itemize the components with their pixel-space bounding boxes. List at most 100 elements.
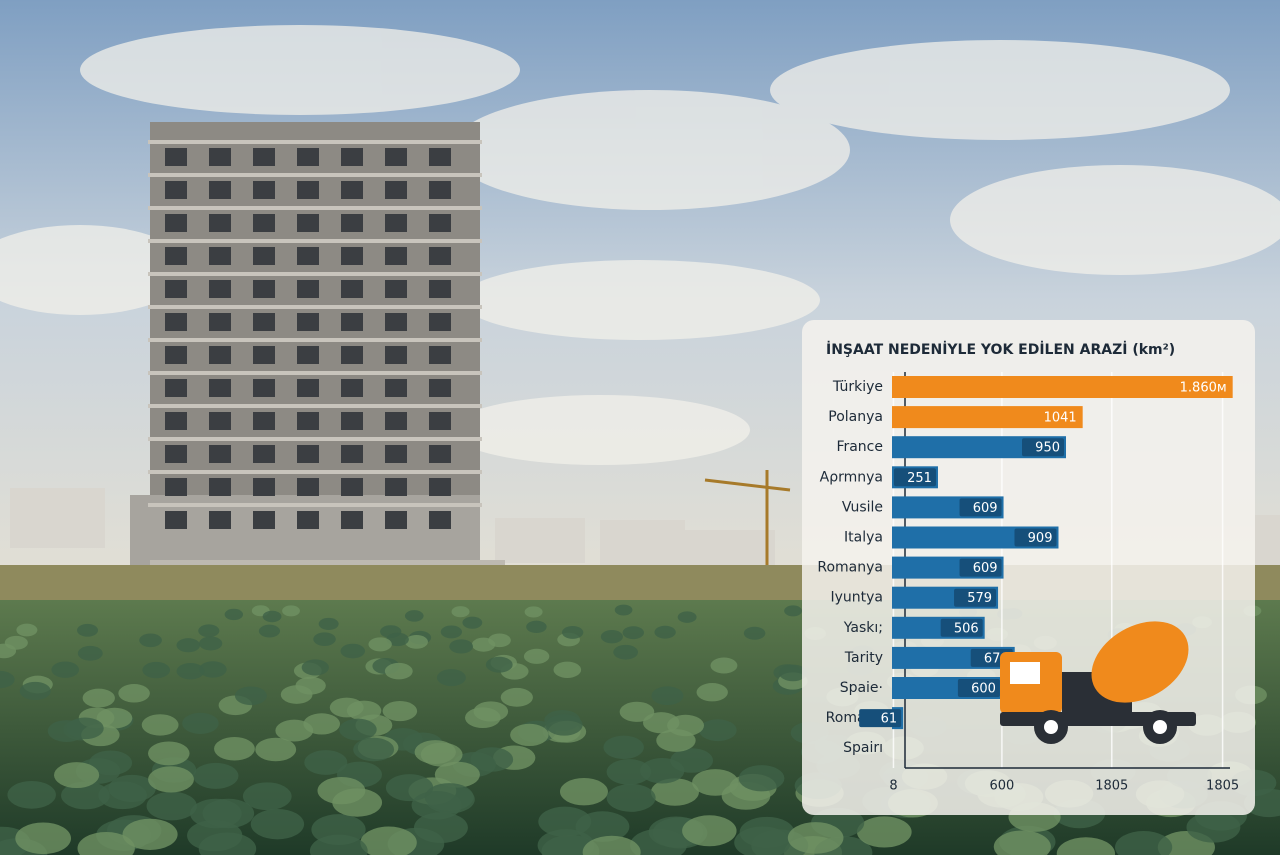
- y-tick-label: Spairı: [843, 740, 883, 756]
- window: [165, 148, 187, 166]
- floor-slab: [148, 470, 482, 474]
- leaf: [545, 714, 583, 736]
- window: [429, 214, 451, 232]
- leaf: [304, 750, 348, 775]
- window: [429, 313, 451, 331]
- leaf: [698, 719, 737, 742]
- leaf: [214, 737, 255, 761]
- leaf: [318, 617, 339, 630]
- leaf: [122, 818, 178, 850]
- window: [209, 181, 231, 199]
- leaf: [77, 645, 103, 661]
- window: [165, 346, 187, 364]
- leaf: [473, 701, 509, 722]
- chart-title: İNŞAAT NEDENİYLE YOK EDİLEN ARAZİ (km²): [826, 341, 1175, 358]
- leaf: [98, 781, 147, 810]
- window: [209, 478, 231, 496]
- leaf: [182, 712, 219, 734]
- crane: [704, 470, 791, 565]
- window: [429, 478, 451, 496]
- window: [297, 478, 319, 496]
- window: [429, 346, 451, 364]
- window: [297, 280, 319, 298]
- window: [341, 247, 363, 265]
- x-tick-label: 1805: [1206, 779, 1239, 794]
- leaf: [61, 781, 110, 810]
- clouds: [0, 25, 1280, 465]
- leaf: [619, 701, 655, 722]
- leaf: [734, 826, 791, 859]
- value-label: 251: [907, 471, 932, 486]
- leaf: [329, 697, 364, 718]
- leaf: [404, 610, 424, 622]
- leaf: [146, 791, 197, 821]
- window: [253, 280, 275, 298]
- leaf: [651, 686, 684, 706]
- floor-slab: [148, 437, 482, 441]
- window: [385, 280, 407, 298]
- window: [429, 280, 451, 298]
- window: [209, 214, 231, 232]
- value-label-box: [1014, 528, 1057, 547]
- leaf: [295, 676, 326, 695]
- distant-buildings: [10, 488, 1280, 565]
- window: [385, 478, 407, 496]
- leaf: [523, 648, 550, 664]
- leaf: [787, 822, 844, 854]
- y-tick-label: Iyuntya: [830, 590, 883, 606]
- window: [341, 181, 363, 199]
- leaf: [139, 633, 162, 648]
- leaf: [258, 624, 281, 638]
- leaf: [360, 826, 417, 859]
- leaf: [537, 829, 595, 859]
- leaf: [559, 777, 608, 806]
- leaf: [386, 632, 409, 647]
- window: [297, 181, 319, 199]
- window: [341, 379, 363, 397]
- window: [253, 148, 275, 166]
- window: [165, 247, 187, 265]
- window: [385, 214, 407, 232]
- window: [253, 478, 275, 496]
- window: [209, 511, 231, 529]
- window: [385, 247, 407, 265]
- leaf: [1056, 837, 1116, 859]
- leaf: [176, 638, 201, 653]
- leaf: [449, 639, 474, 654]
- leaf: [118, 684, 150, 703]
- leaf: [526, 620, 547, 634]
- leaf: [440, 625, 463, 639]
- window: [165, 280, 187, 298]
- window: [253, 313, 275, 331]
- value-label: 1041: [1044, 411, 1077, 426]
- window: [341, 346, 363, 364]
- leaf: [303, 713, 341, 735]
- leaf: [54, 762, 100, 789]
- value-label-box: [959, 558, 1002, 577]
- leaf: [340, 643, 366, 659]
- window: [385, 181, 407, 199]
- leaf: [413, 812, 468, 843]
- value-label: 600: [971, 682, 996, 697]
- window: [209, 445, 231, 463]
- leaf: [553, 661, 582, 678]
- window: [429, 445, 451, 463]
- y-tick-label: Spaie·: [840, 680, 883, 696]
- leaf: [368, 637, 392, 652]
- window: [297, 445, 319, 463]
- window: [209, 346, 231, 364]
- floor-slab: [148, 272, 482, 276]
- window: [341, 445, 363, 463]
- y-tick-label: Polanya: [828, 409, 883, 425]
- leaf: [76, 623, 99, 637]
- leaf: [176, 662, 205, 680]
- leaf: [51, 661, 80, 678]
- floor-slab: [148, 503, 482, 507]
- window: [253, 181, 275, 199]
- window: [341, 280, 363, 298]
- leaf: [15, 822, 72, 855]
- window: [253, 445, 275, 463]
- window: [341, 478, 363, 496]
